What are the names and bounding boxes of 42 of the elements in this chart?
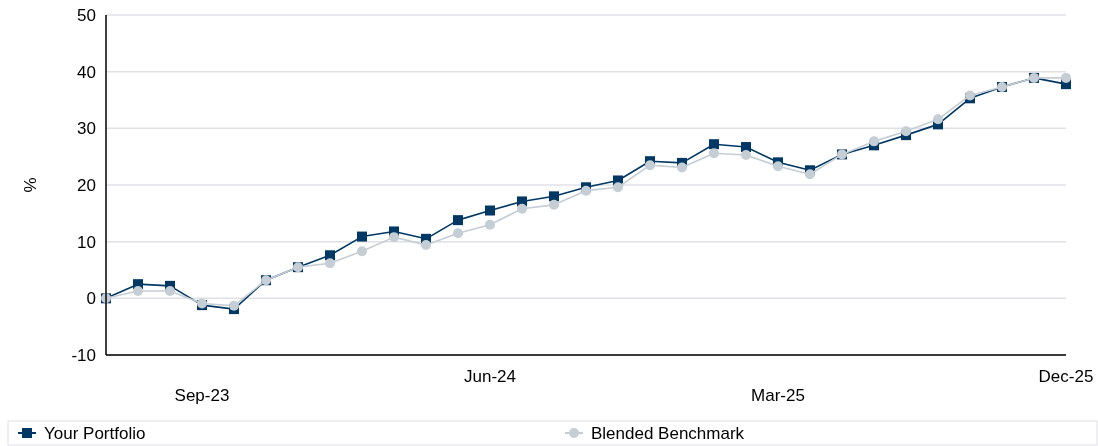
- x-tick-label: Dec-25: [1038, 367, 1094, 386]
- point: [485, 205, 495, 216]
- point: [453, 215, 463, 226]
- y-tick-label: 30: [77, 119, 96, 139]
- point: [645, 160, 655, 171]
- point: [901, 126, 911, 137]
- point: [485, 219, 495, 230]
- legend-label: Blended Benchmark: [591, 423, 745, 443]
- point: [805, 169, 815, 180]
- point: [933, 114, 943, 125]
- point: [869, 136, 879, 147]
- y-tick-label: 0: [86, 289, 96, 309]
- y-tick-label: 10: [77, 232, 96, 252]
- point: [165, 285, 175, 296]
- x-tick-label: Mar-25: [751, 386, 805, 405]
- point: [357, 231, 367, 242]
- y-axis-title: %: [21, 177, 40, 193]
- point: [229, 300, 239, 311]
- point: [517, 203, 527, 214]
- y-tick-label: -10: [71, 345, 96, 365]
- point: [325, 258, 335, 269]
- point: [421, 240, 431, 251]
- point: [549, 191, 559, 202]
- y-tick-label: 40: [77, 62, 96, 82]
- point: [709, 139, 719, 150]
- point: [773, 161, 783, 172]
- point: [389, 232, 399, 243]
- legend-label: Your Portfolio: [44, 423, 146, 443]
- point: [325, 250, 335, 261]
- x-tick-label: Jun-24: [464, 367, 516, 386]
- point: [453, 228, 463, 239]
- point: [133, 285, 143, 296]
- y-tick-label: 50: [77, 5, 96, 25]
- point: [357, 246, 367, 257]
- point: [741, 149, 751, 160]
- point: [709, 148, 719, 159]
- point: [1061, 72, 1071, 83]
- y-tick-label: 20: [77, 175, 96, 195]
- point: [677, 162, 687, 173]
- point: [613, 182, 623, 193]
- point: [549, 199, 559, 210]
- x-tick-label: Sep-23: [174, 386, 230, 405]
